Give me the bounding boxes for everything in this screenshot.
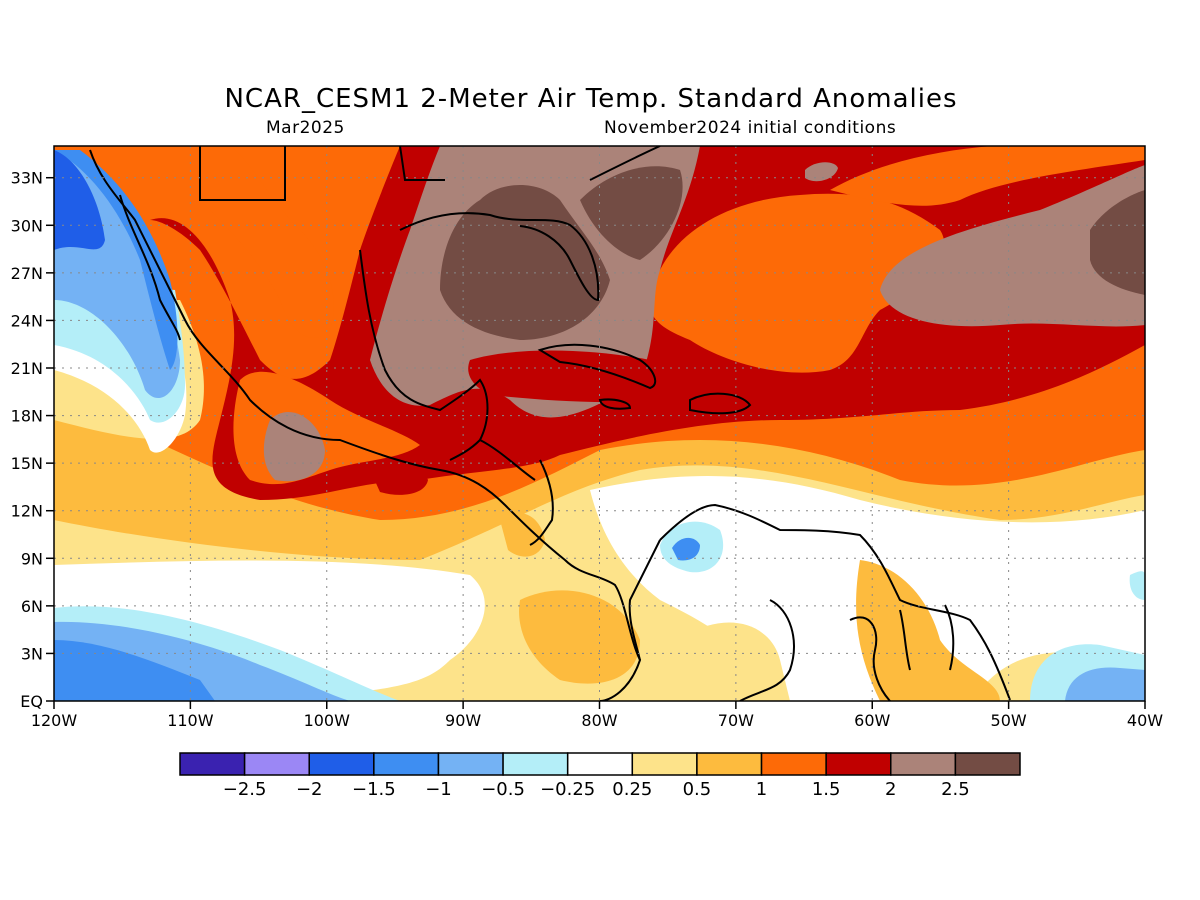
lat-label: EQ (20, 692, 43, 711)
colorbar-swatch (373, 752, 440, 776)
lat-label: 21N (11, 359, 43, 378)
lat-label: 24N (11, 311, 43, 330)
latitude-labels: EQ 3N 6N 9N 12N 15N 18N 21N 24N 27N 30N 33N (11, 169, 43, 711)
colorbar-label: 0.5 (683, 779, 712, 800)
colorbar-swatch (631, 752, 698, 776)
colorbar-label: 1 (756, 779, 767, 800)
colorbar-swatch (954, 752, 1021, 776)
lat-label: 6N (21, 597, 43, 616)
colorbar-label: 2 (885, 779, 896, 800)
lat-label: 3N (21, 644, 43, 663)
colorbar-swatch (502, 752, 569, 776)
colorbar-label: −0.5 (481, 779, 525, 800)
colorbar-swatch (890, 752, 957, 776)
colorbar-swatch (696, 752, 763, 776)
lat-label: 12N (11, 502, 43, 521)
colorbar-swatch (243, 752, 310, 776)
colorbar-label: −2 (296, 779, 323, 800)
lon-label: 50W (991, 711, 1027, 730)
lon-label: 110W (167, 711, 214, 730)
lon-label: 90W (445, 711, 481, 730)
map-title: NCAR_CESM1 2-Meter Air Temp. Standard An… (224, 84, 958, 114)
lat-label: 15N (11, 454, 43, 473)
axis-ticks (46, 176, 1146, 709)
lat-label: 18N (11, 407, 43, 426)
colorbar-label: −1 (425, 779, 452, 800)
coastlines (89, 146, 1011, 701)
lat-label: 33N (11, 169, 43, 188)
colorbar-swatch (308, 752, 375, 776)
colorbar-swatch (437, 752, 504, 776)
lon-label: 120W (31, 711, 78, 730)
lon-label: 60W (854, 711, 890, 730)
graticule (54, 146, 1145, 701)
colorbar-swatch (760, 752, 827, 776)
colorbar-label: 2.5 (941, 779, 970, 800)
longitude-labels: 120W 110W 100W 90W 80W 70W 60W 50W 40W (31, 711, 1163, 730)
lat-label: 27N (11, 264, 43, 283)
colorbar-swatch (179, 752, 246, 776)
colorbar-swatch (566, 752, 634, 776)
colorbar-label: 1.5 (812, 779, 841, 800)
colorbar-label: −1.5 (352, 779, 396, 800)
colorbar-labels: −2.5 −2 −1.5 −1 −0.5 −0.25 0.25 0.5 1 1.5 2 2.5 (223, 779, 970, 800)
colorbar-label: 0.25 (612, 779, 652, 800)
lon-label: 100W (304, 711, 351, 730)
lon-label: 80W (581, 711, 617, 730)
lat-label: 30N (11, 216, 43, 235)
lon-label: 70W (718, 711, 754, 730)
forecast-month: Mar2025 (266, 118, 345, 138)
lon-label: 40W (1127, 711, 1163, 730)
colorbar-label: −0.25 (540, 779, 595, 800)
colorbar (179, 752, 1021, 776)
colorbar-swatch (825, 752, 892, 776)
initial-conditions: November2024 initial conditions (604, 118, 897, 138)
colorbar-label: −2.5 (223, 779, 267, 800)
lat-label: 9N (21, 549, 43, 568)
